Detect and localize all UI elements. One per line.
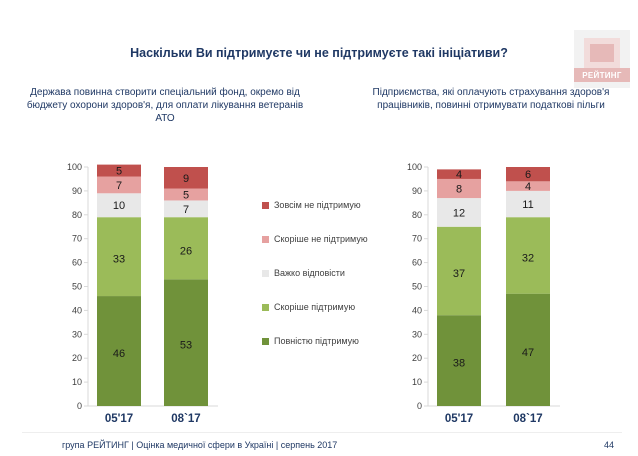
left-bar-not_at_all-0 (97, 164, 141, 177)
left-data-label: 9 (183, 173, 189, 185)
left-category-label: 08`17 (171, 413, 200, 425)
left-y-tick-label: 50 (72, 282, 82, 292)
legend-label: Повністю підтримую (274, 336, 359, 346)
right-y-tick-label: 10 (412, 377, 422, 387)
left-data-label: 10 (113, 200, 125, 212)
left-y-tick-label: 90 (72, 186, 82, 196)
left-data-label: 5 (116, 166, 122, 178)
legend-label: Скоріше не підтримую (274, 234, 368, 244)
right-data-label: 37 (453, 268, 465, 280)
right-bar-not_at_all-1 (506, 167, 550, 182)
left-bar-hard-0 (97, 193, 141, 218)
legend-label: Скоріше підтримую (274, 302, 356, 312)
page-title: Наскільки Ви підтримуєте чи не підтримує… (130, 46, 508, 60)
right-y-tick-label: 50 (412, 282, 422, 292)
left-bar-rather-0 (97, 217, 141, 297)
right-bar-fully-1 (506, 293, 550, 406)
legend-swatch (262, 270, 269, 277)
right-y-tick-label: 70 (412, 234, 422, 244)
left-data-label: 5 (183, 189, 189, 201)
right-y-tick-label: 40 (412, 305, 422, 315)
logo-text: РЕЙТИНГ (582, 71, 622, 80)
left-bar-rather_not-0 (97, 176, 141, 194)
right-category-label: 08`17 (513, 413, 542, 425)
right-y-tick-label: 0 (417, 401, 422, 411)
left-y-tick-label: 0 (77, 401, 82, 411)
right-bar-rather-0 (437, 226, 481, 316)
rating-logo-mark (574, 38, 630, 82)
right-y-tick-label: 80 (412, 210, 422, 220)
legend: Зовсім не підтримую Скоріше не підтримую В… (262, 200, 382, 360)
legend-swatch (262, 338, 269, 345)
left-bar-hard-1 (164, 200, 208, 218)
legend-label: Важко відповісти (274, 268, 345, 278)
left-category-label: 05'17 (105, 413, 133, 425)
left-y-tick-label: 30 (72, 329, 82, 339)
left-data-label: 46 (113, 348, 125, 360)
left-data-label: 26 (180, 245, 192, 257)
left-y-tick-label: 20 (72, 353, 82, 363)
left-y-tick-label: 40 (72, 305, 82, 315)
right-data-label: 32 (522, 252, 534, 264)
right-bar-hard-1 (506, 190, 550, 218)
left-bar-rather-1 (164, 217, 208, 280)
right-data-label: 4 (456, 169, 462, 181)
left-data-label: 33 (113, 254, 125, 266)
chart-left: 0 10 20 30 40 50 60 70 80 90 100 46 33 10 7 5 05'17 53 26 7… (67, 162, 218, 425)
right-data-label: 4 (525, 181, 531, 193)
right-data-label: 38 (453, 358, 465, 370)
right-y-tick-label: 30 (412, 329, 422, 339)
left-y-tick-label: 60 (72, 258, 82, 268)
right-bar-hard-0 (437, 198, 481, 227)
left-y-tick-label: 100 (67, 162, 82, 172)
legend-swatch (262, 202, 269, 209)
right-data-label: 6 (525, 169, 531, 181)
right-y-tick-label: 60 (412, 258, 422, 268)
footer-divider (22, 432, 622, 433)
legend-swatch (262, 304, 269, 311)
right-bar-rather_not-1 (506, 181, 550, 191)
left-bar-fully-0 (97, 296, 141, 406)
left-y-tick-label: 10 (72, 377, 82, 387)
right-bar-not_at_all-0 (437, 169, 481, 179)
right-data-label: 12 (453, 207, 465, 219)
left-data-label: 7 (183, 204, 189, 216)
right-data-label: 8 (456, 184, 462, 196)
left-bar-fully-1 (164, 279, 208, 406)
left-y-tick-label: 70 (72, 234, 82, 244)
right-y-tick-label: 100 (407, 162, 422, 172)
right-bar-rather-1 (506, 217, 550, 294)
rating-logo: РЕЙТИНГ (574, 30, 630, 88)
right-bar-rather_not-0 (437, 178, 481, 199)
right-y-tick-label: 20 (412, 353, 422, 363)
right-y-tick-label: 90 (412, 186, 422, 196)
legend-label: Зовсім не підтримую (274, 200, 361, 210)
left-data-label: 7 (116, 180, 122, 192)
left-bar-rather_not-1 (164, 188, 208, 201)
right-data-label: 47 (522, 347, 534, 359)
right-data-label: 11 (522, 199, 533, 211)
chart-left-title: Держава повинна створити спеціальний фон… (26, 87, 304, 124)
legend-swatch (262, 236, 269, 243)
right-bar-fully-0 (437, 315, 481, 406)
left-bar-not_at_all-1 (164, 167, 208, 189)
left-y-tick-label: 80 (72, 210, 82, 220)
chart-right: 0 10 20 30 40 50 60 70 80 90 100 38 37 12 8 4 05'17 47 32 1… (407, 162, 560, 425)
left-data-label: 53 (180, 340, 192, 352)
chart-right-title: Підприємства, які оплачують страхування … (372, 87, 610, 111)
page-number: 44 (604, 440, 615, 450)
right-category-label: 05'17 (445, 413, 473, 425)
footer-text: група РЕЙТИНГ | Оцінка медичної сфери в … (62, 440, 338, 450)
